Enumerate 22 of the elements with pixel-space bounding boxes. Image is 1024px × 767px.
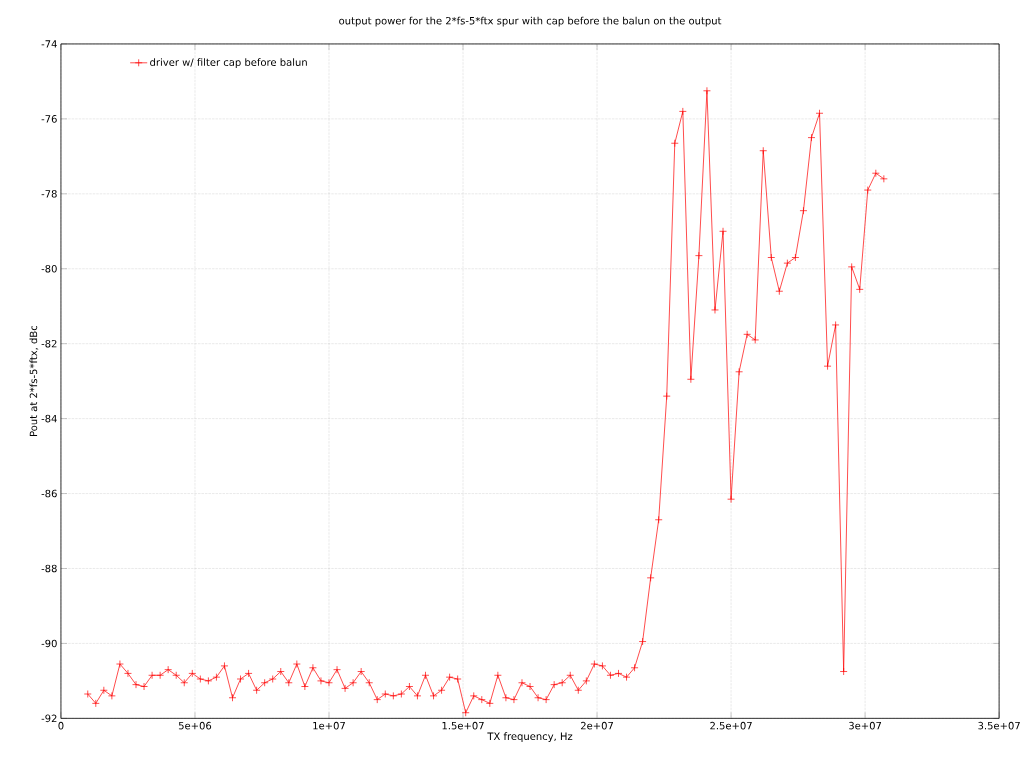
y-tick-label: -78 [41, 189, 57, 198]
x-tick-label: 0 [58, 721, 64, 730]
x-axis-title: TX frequency, Hz [487, 732, 573, 742]
y-tick-label: -80 [41, 264, 57, 273]
y-tick-label: -76 [41, 114, 57, 123]
y-tick-label: -92 [41, 714, 57, 722]
x-tick-label: 3.5e+07 [978, 721, 1020, 730]
y-tick-label: -74 [41, 40, 57, 48]
legend-label: driver w/ filter cap before balun [150, 58, 307, 68]
x-tick-label: 2e+07 [580, 721, 613, 730]
x-tick-label: 3e+07 [849, 721, 882, 730]
x-tick-label: 1e+07 [313, 721, 345, 730]
y-tick-label: -88 [41, 564, 57, 573]
y-tick-label: -84 [41, 414, 57, 423]
x-tick-label: 2.5e+07 [710, 721, 752, 730]
y-axis-title: Pout at 2*fs-5*ftx, dBc [29, 325, 39, 436]
chart-title: output power for the 2*fs-5*ftx spur with cap before the balun on the output [339, 16, 722, 27]
y-tick-label: -86 [41, 489, 57, 498]
y-tick-label: -82 [41, 339, 57, 348]
x-tick-label: 5e+06 [178, 721, 212, 730]
y-tick-label: -90 [41, 639, 57, 648]
x-tick-label: 1.5e+07 [442, 721, 484, 730]
